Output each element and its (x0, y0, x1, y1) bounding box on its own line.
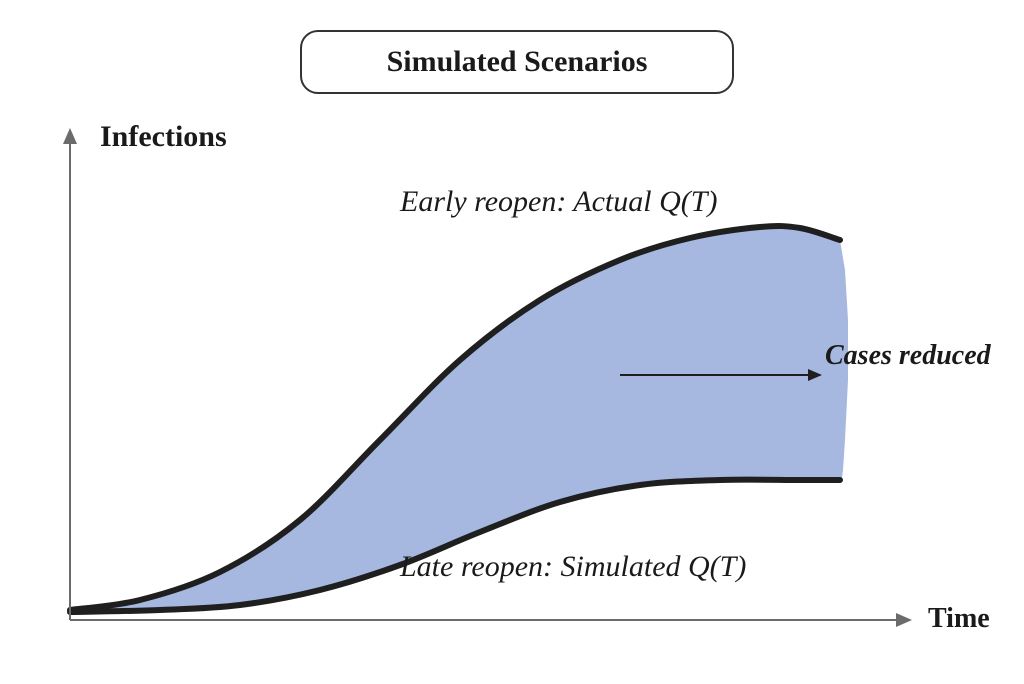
lower-curve-label: Late reopen: Simulated Q(T) (400, 550, 746, 584)
upper-curve-label: Early reopen: Actual Q(T) (400, 185, 717, 219)
title-text: Simulated Scenarios (387, 45, 648, 79)
y-axis-arrow (63, 128, 77, 144)
y-axis-label: Infections (100, 120, 227, 154)
x-axis-label: Time (928, 603, 990, 635)
cases-reduced-label: Cases reduced (825, 340, 991, 372)
title-box: Simulated Scenarios (300, 30, 734, 94)
x-axis-arrow (896, 613, 912, 627)
